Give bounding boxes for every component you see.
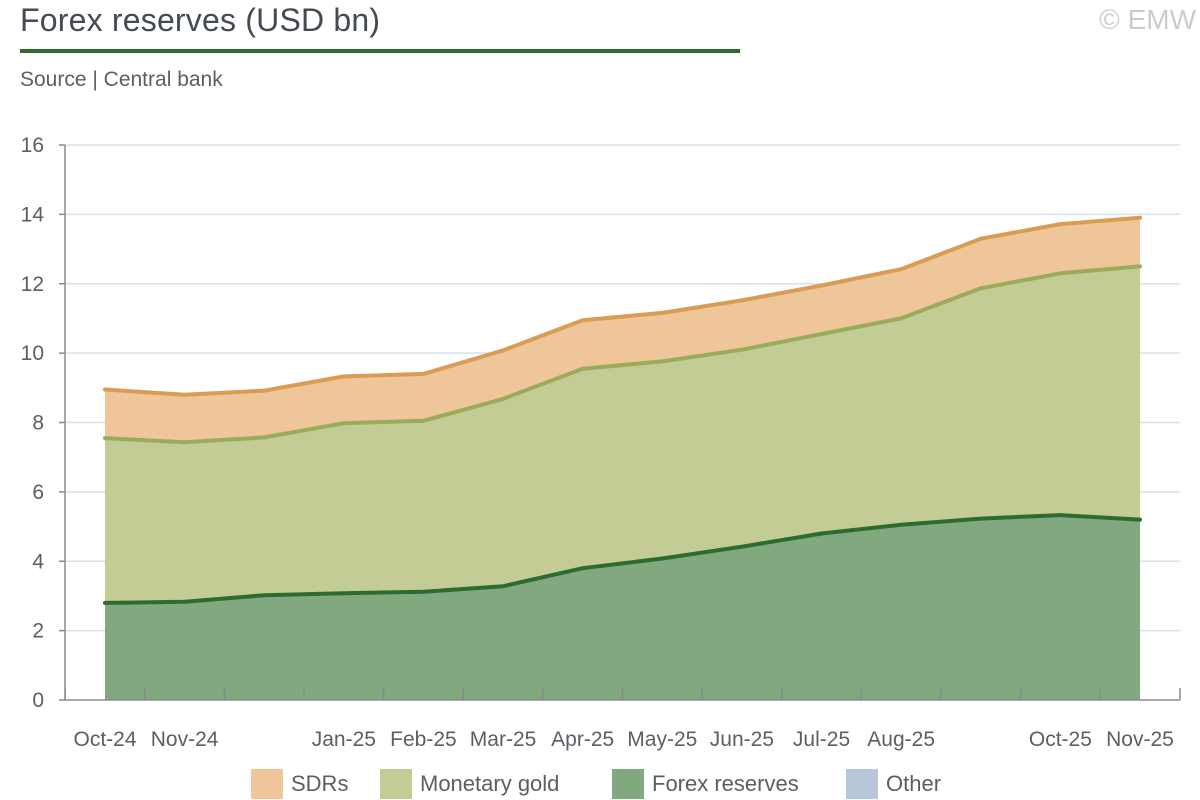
line-forex-reserves: [103, 513, 1142, 605]
x-tick-label-apr-25: Apr-25: [551, 728, 614, 751]
y-tick-label-10: 10: [21, 342, 44, 365]
x-tick-label-jun-25: Jun-25: [710, 728, 774, 751]
x-tick-label-oct-25: Oct-25: [1029, 728, 1092, 751]
x-tick-label-oct-24: Oct-24: [73, 728, 136, 751]
x-tick-label-feb-25: Feb-25: [390, 728, 457, 751]
y-tick-label-8: 8: [32, 412, 44, 435]
y-tick-label-2: 2: [32, 620, 44, 643]
legend-item-sdrs: SDRs: [251, 768, 348, 800]
y-tick-label-12: 12: [21, 273, 44, 296]
source-label: Source | Central bank: [20, 68, 223, 91]
y-tick-label-4: 4: [32, 550, 44, 573]
legend-swatch-other: [846, 769, 878, 799]
chart-legend: SDRs Monetary gold Forex reserves Other: [0, 768, 1200, 800]
x-tick-label-nov-24: Nov-24: [151, 728, 219, 751]
line-monetary-gold: [103, 264, 1142, 445]
x-tick-label-jul-25: Jul-25: [793, 728, 850, 751]
x-tick-label-nov-25: Nov-25: [1106, 728, 1174, 751]
legend-label-forex-reserves: Forex reserves: [652, 771, 799, 796]
legend-item-other: Other: [846, 768, 941, 800]
copyright-label: © EMW: [1099, 4, 1196, 35]
y-tick-label-14: 14: [21, 203, 45, 226]
x-tick-label-may-25: May-25: [627, 728, 697, 751]
y-tick-label-0: 0: [32, 689, 44, 712]
x-tick-label-aug-25: Aug-25: [867, 728, 935, 751]
y-tick-label-16: 16: [21, 134, 44, 157]
area-forex-reserves: [105, 515, 1140, 700]
line-sdrs: [103, 215, 1142, 397]
chart-title: Forex reserves (USD bn): [20, 2, 381, 38]
legend-label-other: Other: [886, 771, 942, 796]
legend-label-monetary-gold: Monetary gold: [420, 771, 560, 796]
legend-swatch-forex-reserves: [612, 769, 644, 799]
legend-item-forex-reserves: Forex reserves: [612, 768, 799, 800]
x-tick-label-jan-25: Jan-25: [312, 728, 376, 751]
legend-swatch-monetary-gold: [380, 769, 412, 799]
legend-swatch-sdrs: [251, 769, 283, 799]
area-monetary-gold: [105, 266, 1140, 603]
y-tick-label-6: 6: [32, 481, 44, 504]
legend-item-monetary-gold: Monetary gold: [380, 768, 559, 800]
title-underline: [20, 49, 740, 53]
x-tick-label-mar-25: Mar-25: [470, 728, 537, 751]
legend-label-sdrs: SDRs: [291, 771, 349, 796]
